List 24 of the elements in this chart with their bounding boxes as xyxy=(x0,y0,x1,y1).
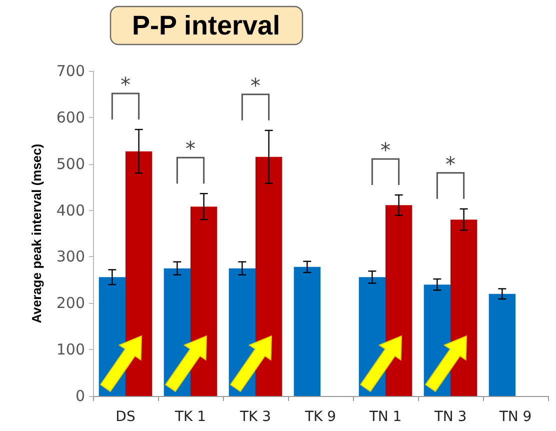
annotation: * xyxy=(120,72,130,96)
annotation: * xyxy=(250,73,260,98)
y-tick-label: 0 xyxy=(75,387,85,405)
bar xyxy=(488,294,516,396)
x-tick-label: TN 1 xyxy=(368,409,402,425)
x-tick-label: TK 1 xyxy=(174,409,206,425)
y-tick-label: 400 xyxy=(56,201,85,220)
y-tick-label: 500 xyxy=(56,154,85,173)
x-tick-label: TN 9 xyxy=(498,409,532,425)
annotation: * xyxy=(186,136,196,161)
annotation: * xyxy=(380,138,390,162)
chart-title: P-P interval xyxy=(132,10,280,40)
x-tick-label: TN 3 xyxy=(433,409,467,425)
y-tick-label: 700 xyxy=(56,62,85,80)
annotation: * xyxy=(446,152,456,176)
y-tick-label: 200 xyxy=(56,294,85,312)
x-tick-label: TK 9 xyxy=(304,409,336,425)
y-tick-label: 600 xyxy=(56,108,85,126)
bar xyxy=(294,266,320,396)
y-tick-label: 100 xyxy=(56,340,85,359)
x-tick-label: TK 3 xyxy=(238,409,272,425)
y-axis-title: Average peak interval (msec) xyxy=(29,144,44,324)
x-tick-label: DS xyxy=(116,409,136,425)
y-tick-label: 300 xyxy=(56,248,85,266)
